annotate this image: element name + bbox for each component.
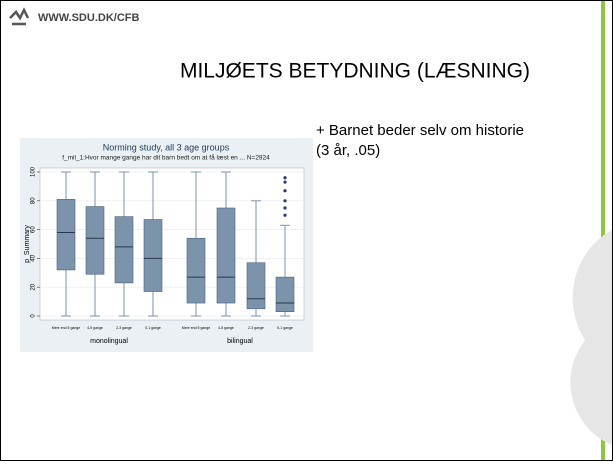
- y-tick-label: 0: [31, 314, 37, 318]
- accent-bar: [601, 1, 605, 460]
- outlier: [283, 199, 287, 203]
- box: [56, 199, 76, 271]
- box: [216, 207, 236, 304]
- x-tick-label: 2-3 gange: [248, 326, 264, 330]
- x-tick-label: 0-1 gange: [277, 326, 293, 330]
- slide-title: MILJØETS BETYDNING (LÆSNING): [180, 60, 530, 83]
- y-axis-label: p_Summary: [24, 225, 31, 263]
- box: [143, 219, 163, 292]
- y-tick-label: 100: [31, 166, 37, 177]
- body-line: + Barnet beder selv om historie: [316, 122, 524, 139]
- chart-subtitle: f_mil_1:Hvor mange gange har dit barn be…: [62, 154, 270, 162]
- x-tick-label: 0-1 gange: [145, 326, 161, 330]
- box: [114, 216, 134, 284]
- leaf-shape: [570, 230, 612, 445]
- box: [275, 276, 295, 312]
- body-line: (3 år, .05): [316, 142, 380, 159]
- outlier: [283, 180, 287, 184]
- y-tick-label: 40: [31, 254, 37, 261]
- y-tick-label: 20: [31, 283, 37, 290]
- x-tick-label: Mere end 5 gange: [182, 326, 210, 330]
- logo-text: WWW.SDU.DK/CFB: [38, 12, 139, 24]
- outlier: [283, 189, 287, 193]
- box: [246, 262, 266, 310]
- logo-icon: [9, 7, 30, 26]
- x-tick-label: 4-5 gange: [218, 326, 234, 330]
- x-tick-label: Mere end 5 gange: [52, 326, 80, 330]
- y-tick-label: 60: [31, 226, 37, 233]
- group-label: monolingual: [90, 338, 128, 345]
- group-label: bilingual: [227, 338, 253, 345]
- outlier: [283, 206, 287, 210]
- y-tick-label: 80: [31, 197, 37, 204]
- x-tick-label: 4-5 gange: [87, 326, 103, 330]
- outlier: [283, 176, 287, 180]
- plot: 0 20 40 60 80 100 Mere end 5 gange 4-5 gange 2-3…: [31, 166, 304, 345]
- box: [85, 206, 105, 275]
- x-tick-label: 2-3 gange: [116, 326, 132, 330]
- box: [186, 237, 206, 304]
- chart-title: Norming study, all 3 age groups: [103, 142, 230, 152]
- outlier: [283, 213, 287, 217]
